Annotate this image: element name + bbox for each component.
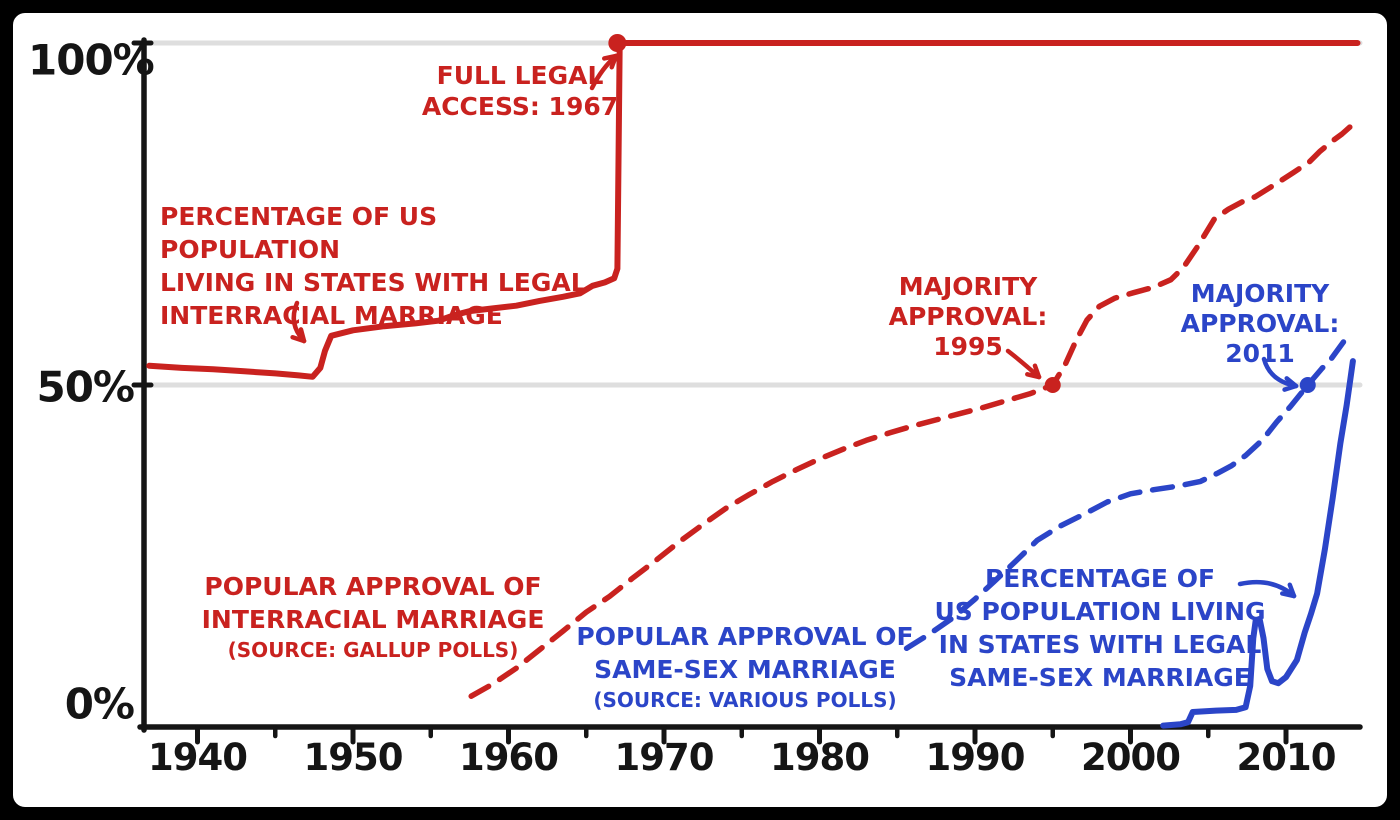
arrowhead-ssm_population-1 [1280,591,1297,599]
marker-dot-2011.4 [1299,377,1316,393]
comic-frame [7,7,1393,813]
annotation-ssm-population: PERCENTAGE OF US POPULATION LIVING IN ST… [890,562,1310,694]
annotation-line: US POPULATION LIVING [934,597,1266,626]
annotation-line: INTERRACIAL MARRIAGE [160,301,503,330]
annotation-line: PERCENTAGE OF [984,564,1216,593]
annotation-line: PERCENTAGE OF US POPULATION [160,202,438,264]
annotation-majority-approval-2011: MAJORITY APPROVAL: 2011 [1160,279,1360,369]
annotation-line: POPULAR APPROVAL OF [204,572,542,601]
annotation-line: IN STATES WITH LEGAL [938,630,1262,659]
series-line-2-blue-dashed [903,339,1347,652]
annotation-line: FULL LEGAL [436,61,604,90]
x-tick-label-1960: 1960 [459,736,559,779]
x-tick-label-1990: 1990 [925,736,1026,779]
y-axis-label-50: 50% [36,362,135,412]
x-tick-label-2000: 2000 [1081,736,1181,779]
arrowhead-majority_approval_1995-1 [1025,372,1042,380]
y-axis-label-0: 0% [64,679,135,729]
series-line-0-red-solid [146,40,1361,380]
annotation-line: 1995 [933,332,1003,361]
y-axis-label-100: 100% [28,35,155,85]
x-tick-label-1970: 1970 [614,736,715,779]
annotation-line: MAJORITY [1190,279,1330,308]
annotation-line: 2011 [1225,339,1295,368]
arrowhead-interracial_population-1 [290,335,307,344]
annotation-line: APPROVAL: [1180,309,1340,338]
annotation-majority-approval-1995: MAJORITY APPROVAL: 1995 [868,272,1068,362]
x-tick-label-2010: 2010 [1236,736,1337,779]
x-tick-label-1950: 1950 [303,736,404,779]
annotation-ssm-approval-legend: POPULAR APPROVAL OF SAME-SEX MARRIAGE (S… [535,620,955,714]
annotation-line: ACCESS: 1967 [421,92,619,121]
arrowhead-full_legal_access-1 [609,53,619,70]
marker-dot-1967 [608,34,627,52]
series-line-3-blue-solid [1160,358,1356,729]
annotation-line: LIVING IN STATES WITH LEGAL [160,268,587,297]
series-line-1-red-dashed [468,124,1353,699]
annotation-source-line: (SOURCE: VARIOUS POLLS) [593,688,897,712]
annotation-source-line: (SOURCE: GALLUP POLLS) [227,638,519,662]
marker-dot-1995 [1044,377,1061,393]
annotation-line: SAME-SEX MARRIAGE [949,663,1251,692]
annotation-full-legal-access: FULL LEGAL ACCESS: 1967 [400,60,640,122]
annotation-line: MAJORITY [898,272,1038,301]
annotation-interracial-approval-legend: POPULAR APPROVAL OF INTERRACIAL MARRIAGE… [163,570,583,664]
annotation-line: SAME-SEX MARRIAGE [594,655,896,684]
x-tick-label-1940: 1940 [148,736,248,779]
x-tick-label-1980: 1980 [770,736,870,779]
annotation-line: APPROVAL: [888,302,1048,331]
annotation-line: POPULAR APPROVAL OF [576,622,914,651]
annotation-interracial-population: PERCENTAGE OF US POPULATION LIVING IN ST… [160,200,600,332]
arrowhead-majority_approval_2011-1 [1282,383,1299,392]
annotation-line: INTERRACIAL MARRIAGE [201,605,545,634]
